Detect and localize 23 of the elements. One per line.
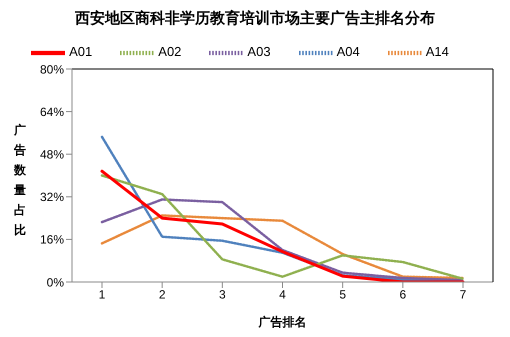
x-axis-title: 广告排名 [258, 315, 306, 329]
x-tick-label: 4 [279, 288, 286, 302]
x-tick-label: 3 [218, 288, 226, 302]
legend-label: A14 [426, 44, 449, 60]
y-tick-label: 32% [40, 190, 64, 204]
chart-title: 西安地区商科非学历教育培训市场主要广告主排名分布 [74, 8, 436, 29]
legend-label: A02 [158, 44, 182, 60]
x-tick-label: 2 [158, 288, 166, 302]
line-series [100, 214, 464, 280]
legend-label: A01 [69, 44, 92, 60]
x-tick-label: 5 [339, 288, 346, 302]
line-series [100, 198, 464, 282]
y-axis-title: 广告数量占比 [12, 122, 27, 239]
y-tick-label: 16% [40, 232, 64, 247]
legend-label: A03 [247, 44, 271, 60]
x-tick-label: 1 [98, 288, 106, 302]
legend-label: A04 [336, 44, 360, 60]
y-tick-label: 80% [40, 62, 64, 76]
x-tick-label: 6 [399, 288, 406, 302]
y-tick-label: 48% [40, 147, 64, 162]
x-tick-label: 7 [460, 288, 467, 302]
y-tick-label: 0% [46, 275, 64, 290]
y-tick-label: 64% [40, 104, 64, 119]
